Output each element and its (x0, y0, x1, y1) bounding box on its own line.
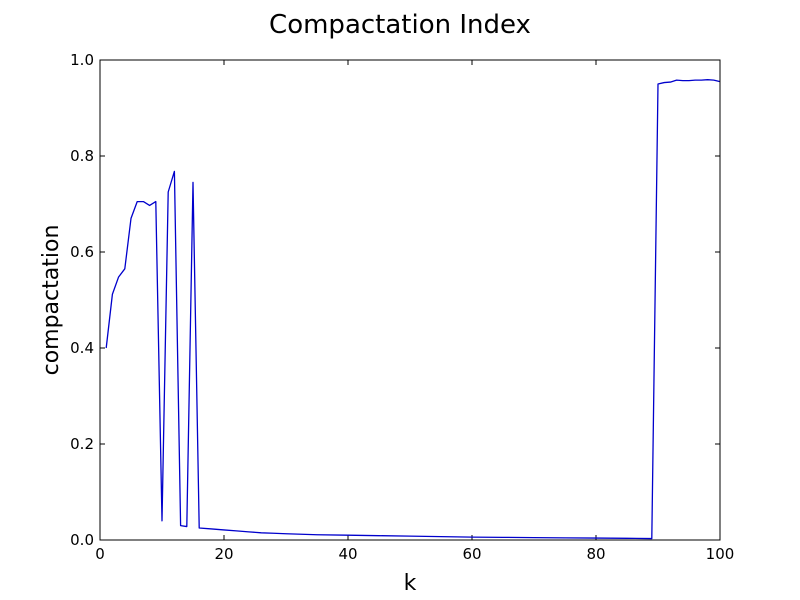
y-tick-label: 0.4 (70, 339, 94, 357)
x-tick-label: 80 (586, 545, 605, 563)
chart-title: Compactation Index (269, 10, 531, 40)
x-axis-label: k (404, 571, 417, 596)
x-tick-label: 20 (214, 545, 233, 563)
y-axis-ticks: 0.0 0.2 0.4 0.6 0.8 1.0 (70, 51, 720, 549)
x-tick-label: 60 (462, 545, 481, 563)
y-tick-label: 0.0 (70, 531, 94, 549)
x-tick-label: 0 (95, 545, 105, 563)
y-tick-label: 0.6 (70, 243, 94, 261)
y-tick-label: 0.2 (70, 435, 94, 453)
series-line (105, 79, 721, 540)
x-tick-label: 100 (706, 545, 735, 563)
x-tick-label: 40 (338, 545, 357, 563)
y-axis-label: compactation (39, 225, 64, 376)
plot-frame (99, 59, 721, 541)
x-axis-ticks: 0 20 40 60 80 100 (95, 60, 734, 563)
series-layer (105, 79, 721, 540)
y-tick-label: 1.0 (70, 51, 94, 69)
y-tick-label: 0.8 (70, 147, 94, 165)
